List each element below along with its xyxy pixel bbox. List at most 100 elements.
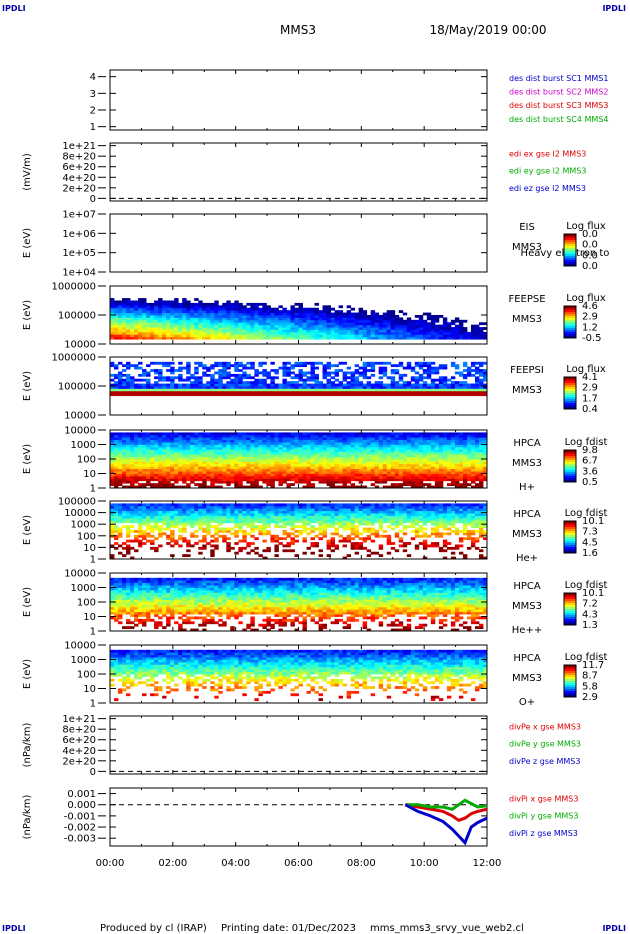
feeps-i-cell (266, 388, 271, 392)
hpca-h-cell (158, 480, 163, 484)
feeps-i-cell (378, 376, 384, 380)
hpca-h-cell (482, 471, 488, 474)
hpca-h-cell (342, 439, 348, 443)
hpca-h-cell (134, 471, 139, 474)
hpca-h-cell (146, 456, 151, 460)
hpca-h-cell (210, 471, 215, 474)
feeps-i-cell (110, 383, 115, 387)
feeps-i-cell (318, 393, 323, 397)
feeps-e-cell (134, 305, 139, 309)
feeps-i-cell (386, 390, 392, 394)
feeps-e-cell (154, 315, 159, 318)
hpca-h-cell (482, 461, 488, 465)
feeps-i-cell (454, 366, 460, 370)
hpca-h-cell (234, 451, 239, 455)
hpca-h-cell (466, 451, 472, 455)
feeps-i-cell (462, 390, 468, 394)
hpca-he-cell (222, 505, 227, 509)
hpca-h-cell (330, 449, 335, 453)
feeps-i-cell (478, 381, 484, 384)
hpca-h-cell (458, 454, 464, 457)
hpca-h-cell (462, 480, 468, 484)
hpca-h-cell (306, 454, 311, 457)
hpca-he-cell (226, 542, 231, 545)
feeps-e-cell (202, 329, 207, 333)
hpca-h-cell (206, 461, 211, 465)
hpca-h-cell (442, 454, 448, 457)
hpca-h-cell (350, 432, 356, 436)
hpca-h-cell (430, 456, 436, 460)
feeps-e-cell (358, 336, 364, 340)
feeps-e-cell (454, 327, 460, 330)
hpca-h-cell (402, 480, 408, 484)
hpca-h-cell (378, 466, 384, 470)
hpca-he-cell (198, 522, 203, 526)
corner-tag-bottom-left: IPDLI (2, 924, 26, 933)
hpca-h-cell (274, 468, 279, 472)
hpca-h-cell (378, 459, 384, 462)
feeps-e-cell (190, 319, 195, 323)
hpca-h-cell (346, 466, 352, 470)
hpca-h-cell (370, 471, 376, 474)
feeps-i-cell (414, 364, 420, 368)
hpca-h-cell (478, 463, 484, 467)
hpca-h-cell (482, 473, 488, 477)
feeps-e-cell (154, 302, 159, 306)
hpca-he-cell (154, 525, 159, 528)
hpca-he-cell (170, 532, 175, 536)
feeps-i-cell (414, 388, 420, 392)
hpca-h-cell (182, 456, 187, 460)
feeps-e-cell (130, 300, 135, 304)
hpca-h-cell (226, 483, 231, 486)
feeps-i-cell (342, 378, 348, 382)
feeps-e-cell (210, 324, 215, 328)
feeps-e-cell (174, 312, 179, 316)
feeps-e-cell (198, 310, 203, 313)
feeps-e-cell (310, 336, 315, 340)
hpca-h-cell (390, 439, 396, 443)
feeps-e-cell (126, 312, 131, 316)
feeps-e-cell (142, 307, 147, 311)
feeps-i-cell (274, 390, 279, 394)
feeps-e-cell (266, 331, 271, 335)
feeps-e-cell (166, 327, 171, 330)
hpca-h-cell (118, 456, 123, 460)
hpca-h-cell (382, 439, 388, 443)
hpca-he-cell (162, 508, 167, 512)
hpca-h-cell (446, 449, 452, 453)
hpca-h-cell (202, 442, 207, 445)
hpca-he-cell (226, 503, 231, 507)
hpca-he-cell (146, 510, 151, 514)
feeps-e-cell (250, 302, 255, 306)
feeps-e-cell (342, 319, 348, 323)
feeps-e-cell (454, 324, 460, 328)
feeps-e-cell (298, 319, 303, 323)
feeps-e-cell (354, 322, 360, 326)
hpca-h-cell (306, 475, 311, 479)
hpca-h-cell (398, 442, 404, 445)
feeps-e-cell (218, 324, 223, 328)
hpca-h-cell (406, 449, 412, 453)
feeps-e-cell (114, 317, 119, 321)
feeps-e-cell (326, 336, 331, 340)
feeps-e-cell (338, 319, 344, 323)
colorbar-swatch (564, 306, 576, 309)
feeps-e-cell (158, 312, 163, 316)
hpca-h-cell (426, 473, 432, 477)
feeps-i-cell (270, 369, 275, 372)
hpca-he-cell (166, 517, 171, 521)
hpca-h-cell (350, 475, 356, 479)
hpca-h-cell (366, 454, 372, 457)
feeps-e-cell (138, 327, 143, 330)
feeps-i-cell (326, 378, 331, 382)
hpca-he-cell (226, 510, 231, 514)
hpca-h-cell (290, 468, 295, 472)
feeps-e-cell (298, 310, 303, 313)
hpca-h-cell (270, 461, 275, 465)
feeps-i-cell (290, 390, 295, 394)
hpca-h-cell (130, 451, 135, 455)
feeps-i-cell (478, 369, 484, 372)
hpca-h-cell (426, 437, 432, 441)
hpca-h-cell (414, 437, 420, 441)
hpca-h-cell (274, 439, 279, 443)
